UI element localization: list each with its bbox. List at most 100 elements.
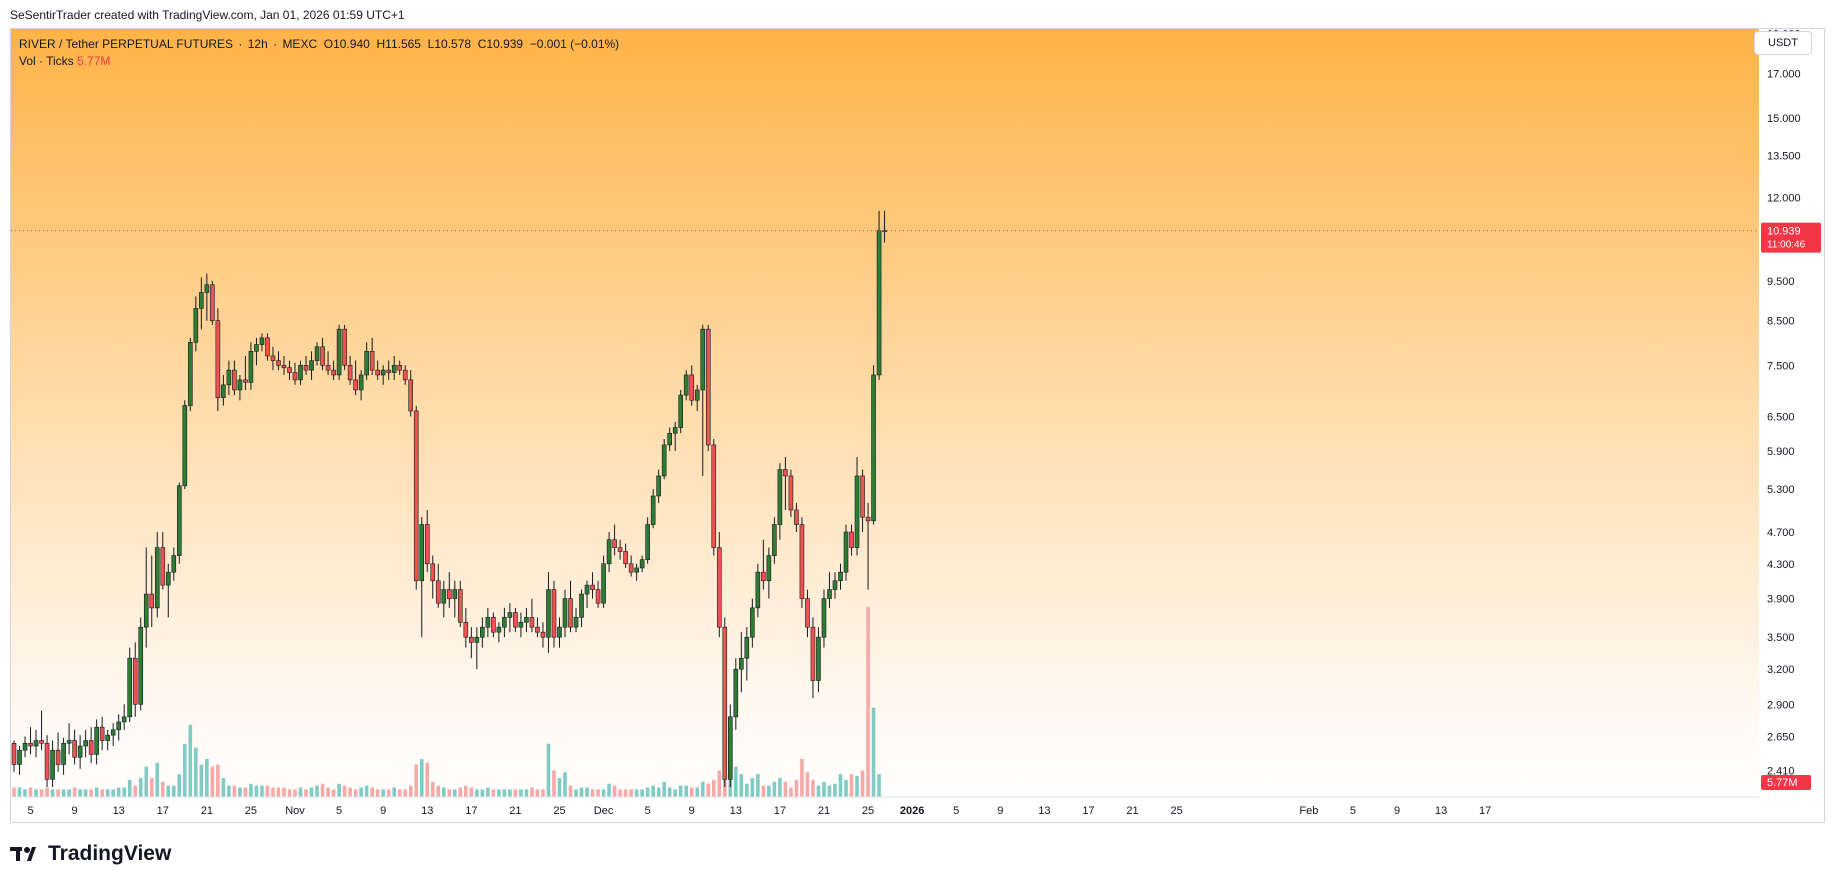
candle-up [193,307,199,343]
x-tick-label: 17 [465,805,477,817]
candle-up [226,369,232,386]
volume-indicator-name[interactable]: Vol · Ticks [19,54,74,68]
candle-down [551,589,557,638]
candle-up [700,328,706,391]
candle-up [83,740,88,747]
volume-bar [767,785,771,797]
volume-bar [359,787,363,797]
candle-down [287,367,292,373]
volume-bar [45,787,49,797]
y-tick-label: 3.200 [1767,664,1795,676]
plot-area[interactable] [11,29,1759,797]
volume-bar [585,787,589,797]
volume-bar [601,789,606,797]
candle-down [595,589,601,604]
volume-bar [486,787,490,797]
volume-bar [337,783,341,797]
candle-up [77,745,83,758]
candle-up [727,716,733,780]
x-tick-label: 13 [730,805,742,817]
candle-down [458,589,463,623]
volume-bar [320,783,325,797]
candle-down [689,374,695,401]
volume-tag [1761,775,1811,790]
x-tick-label: 9 [689,805,695,817]
volume-bar [491,789,496,797]
open-label: O [323,37,334,51]
last-price-label: 10.939 [1767,226,1801,238]
candle-up [419,524,425,582]
candle-up [573,617,579,628]
candle-up [507,612,513,618]
candle-down [39,740,44,744]
volume-bar [816,785,821,797]
volume-bar [811,779,815,797]
candle-up [221,384,226,398]
candle-down [88,740,94,755]
x-tick-label: 25 [245,805,257,817]
x-tick-label: 21 [509,805,521,817]
currency-button[interactable]: USDT [1754,31,1812,55]
volume-bar [678,785,683,797]
candle-up [667,432,672,446]
volume-indicator-value: 5.77M [77,54,111,68]
volume-bar [761,785,766,797]
x-tick-label: 5 [645,805,651,817]
symbol-name[interactable]: RIVER / Tether PERPETUAL FUTURES [19,37,234,51]
volume-bar [370,787,374,797]
volume-bar [149,778,154,797]
interval-label[interactable]: 12h [247,37,268,51]
volume-bar [750,778,755,797]
candle-down [353,379,358,391]
x-tick-label: 9 [72,805,78,817]
candle-up [634,567,639,573]
volume-bar [695,787,700,797]
volume-bar [243,787,248,797]
volume-bar [199,764,204,797]
volume-bar [298,787,303,797]
x-tick-label: 21 [201,805,213,817]
volume-bar [155,762,160,797]
volume-bar [568,785,573,797]
volume-bar [772,781,777,797]
candle-up [683,374,689,396]
volume-bar [78,789,82,797]
candle-up [672,427,678,434]
volume-bar [706,783,711,797]
candle-up [143,593,149,628]
candle-up [17,749,22,765]
volume-bar [634,789,639,797]
volume-bar [397,789,402,797]
x-tick-label: 17 [774,805,786,817]
volume-bar [745,783,749,797]
volume-bar [469,787,474,797]
candle-up [584,584,590,595]
x-tick-label: Feb [1299,805,1318,817]
candle-down [408,379,414,412]
volume-bar [667,787,672,797]
volume-bar [348,787,352,797]
volume-bar [381,789,385,797]
volume-bar [160,781,165,797]
candle-down [623,551,628,565]
candle-up [606,539,612,565]
x-tick-label: 21 [1126,805,1138,817]
volume-bar [210,766,215,797]
volume-bar [127,779,132,797]
volume-bar [618,789,622,797]
candle-up [579,593,584,618]
candle-up [656,475,661,497]
volume-bar [392,787,396,797]
volume-bar [276,787,281,797]
volume-bar [194,747,198,797]
volume-bar [23,789,27,797]
candle-down [761,571,766,582]
x-tick-label: 5 [1350,805,1356,817]
candle-down [232,369,237,391]
candle-up [524,617,529,623]
candle-down [386,369,391,373]
candle-down [430,563,436,582]
volume-legend-row: Vol · Ticks 5.77M [19,53,619,70]
volume-bar [673,789,677,797]
volume-bar [271,787,275,797]
